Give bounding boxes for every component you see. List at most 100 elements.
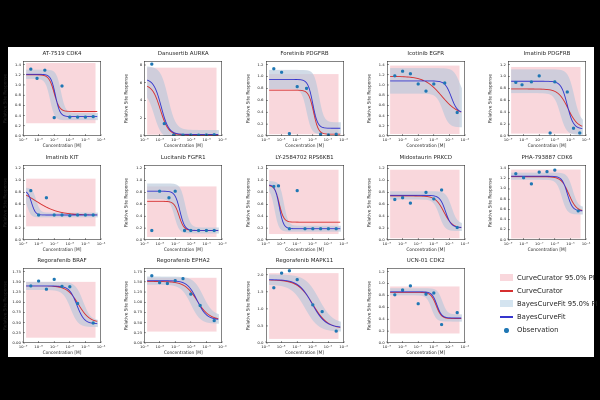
x-tick-label: 10⁻⁸ [155, 344, 165, 349]
observation-point [60, 84, 64, 88]
plot-border [265, 164, 344, 240]
y-tick-label: 1.2 [378, 71, 385, 77]
x-tick-label: 10⁻⁷ [171, 240, 180, 246]
x-tick-label: 10⁻⁶ [186, 344, 196, 349]
observation-point [431, 196, 436, 201]
x-tick-label: 10⁻⁹ [503, 240, 513, 246]
observation-point [287, 269, 291, 273]
x-tick-label: 10⁻⁵ [202, 240, 211, 246]
bayescurvefit-pi-band [268, 274, 341, 332]
y-tick-label: 0.5 [257, 322, 264, 328]
curvecurator-curve [268, 184, 340, 223]
plot-border [386, 61, 465, 137]
observation-point [35, 76, 39, 80]
legend-entry-curvecurator: CurveCurator [500, 284, 598, 297]
y-tick-label: 1.2 [378, 165, 385, 171]
observation-point [44, 287, 48, 291]
plot-area-foretinib-pdgfrb [265, 61, 344, 137]
y-tick-label: 0.2 [14, 224, 21, 230]
x-axis-label-icotinib-egfr: Concentration [M] [406, 144, 446, 149]
x-tick-label: 10⁻⁴ [217, 344, 227, 349]
plot-border [144, 61, 223, 137]
y-tick-label: 0.4 [14, 112, 21, 118]
x-axis-label-regorafenib-braf: Concentration [M] [42, 351, 82, 356]
x-tick-label: 10⁻⁴ [96, 344, 106, 349]
observation-point [287, 226, 291, 230]
x-tick-label: 10⁻⁴ [96, 240, 106, 246]
x-tick-label: 10⁻⁶ [550, 137, 560, 142]
y-tick-label: 1.2 [257, 165, 264, 171]
x-tick-label: 10⁻⁸ [276, 240, 286, 246]
y-tick-label: 0.8 [257, 188, 264, 194]
observation-point [189, 228, 193, 232]
observation-point [578, 131, 582, 135]
x-tick-label: 10⁻⁹ [382, 137, 392, 142]
x-tick-label: 10⁻⁴ [339, 344, 348, 349]
bayescurvefit-curve [389, 80, 462, 113]
y-tick-label: 1.2 [14, 165, 21, 171]
panel-title-at-7519-cdk4: AT-7519 CDK4 [42, 51, 82, 57]
y-tick-label: 1.2 [499, 175, 506, 181]
legend-entry-bayescurvefit-95-0-pi: BayesCurveFit 95.0% PI [500, 297, 598, 310]
observation-point [76, 212, 80, 217]
curvecurator-curve [511, 88, 583, 127]
y-tick-label: 8 [139, 61, 143, 67]
observation-point [197, 228, 201, 232]
observation-point [43, 68, 47, 72]
y-tick-label: 1.4 [499, 165, 506, 171]
x-tick-label: 10⁻⁶ [65, 137, 75, 142]
x-tick-label: 10⁻⁸ [34, 344, 43, 349]
y-tick-label: 0.4 [136, 212, 143, 218]
x-axis-label-regorafenib-epha2: Concentration [M] [163, 351, 203, 356]
observation-point [408, 201, 412, 205]
x-tick-label: 10⁻⁹ [503, 137, 513, 142]
observation-point [150, 62, 154, 66]
observation-point [166, 281, 170, 286]
observation-point [271, 184, 275, 188]
y-tick-label: 1.0 [14, 176, 21, 182]
legend-swatch-patch-icon [500, 274, 513, 282]
y-tick-label: 0.00 [133, 340, 143, 345]
x-tick-label: 10⁻⁶ [186, 137, 196, 142]
x-axis-label-foretinib-pdgfrb: Concentration [M] [285, 144, 324, 149]
x-tick-label: 10⁻⁸ [155, 240, 165, 246]
y-tick-label: 0.0 [14, 236, 21, 242]
observation-point [304, 86, 308, 90]
plot-border [23, 61, 102, 137]
x-tick-label: 10⁻⁹ [139, 240, 149, 246]
y-tick-label: 1.0 [14, 81, 21, 87]
y-tick-label: 1.75 [12, 268, 21, 274]
x-tick-label: 10⁻⁴ [339, 137, 348, 142]
panel-title-icotinib-egfr: Icotinib EGFR [407, 51, 445, 57]
y-tick-label: 0.8 [499, 85, 506, 91]
x-tick-label: 10⁻⁵ [323, 137, 333, 142]
observation-point [310, 226, 314, 230]
x-axis-label-imatinib-kit: Concentration [M] [42, 247, 82, 253]
observation-point [287, 132, 291, 136]
x-tick-label: 10⁻⁴ [460, 344, 470, 349]
observation-point [158, 281, 162, 285]
observation-point [29, 188, 33, 192]
observation-point [334, 226, 338, 230]
x-tick-label: 10⁻⁹ [261, 240, 270, 246]
x-tick-label: 10⁻⁷ [49, 137, 59, 142]
legend-line [500, 316, 513, 318]
observation-point [520, 83, 524, 87]
legend-swatch-marker-icon [500, 328, 513, 333]
y-tick-label: 0.6 [499, 97, 506, 103]
x-tick-label: 10⁻⁷ [534, 240, 544, 246]
observation-point [44, 195, 48, 199]
x-tick-label: 10⁻⁴ [581, 137, 591, 142]
y-tick-label: 0.50 [133, 319, 143, 325]
plot-area-lucitanib-fgfr1 [144, 164, 223, 240]
y-tick-label: 0.6 [378, 304, 385, 310]
y-tick-label: 0.2 [378, 122, 385, 128]
bayescurvefit-pi-band [268, 69, 341, 135]
plot-area-imatinib-kit [22, 164, 102, 240]
y-tick-label: 0.0 [378, 340, 385, 345]
x-tick-label: 10⁻⁷ [49, 240, 59, 246]
x-tick-label: 10⁻⁵ [202, 137, 211, 142]
figure-legend: CurveCurator 95.0% PI CurveCurator BayesCu… [500, 271, 598, 337]
observation-point [181, 133, 185, 136]
x-tick-label: 10⁻⁸ [276, 344, 286, 349]
